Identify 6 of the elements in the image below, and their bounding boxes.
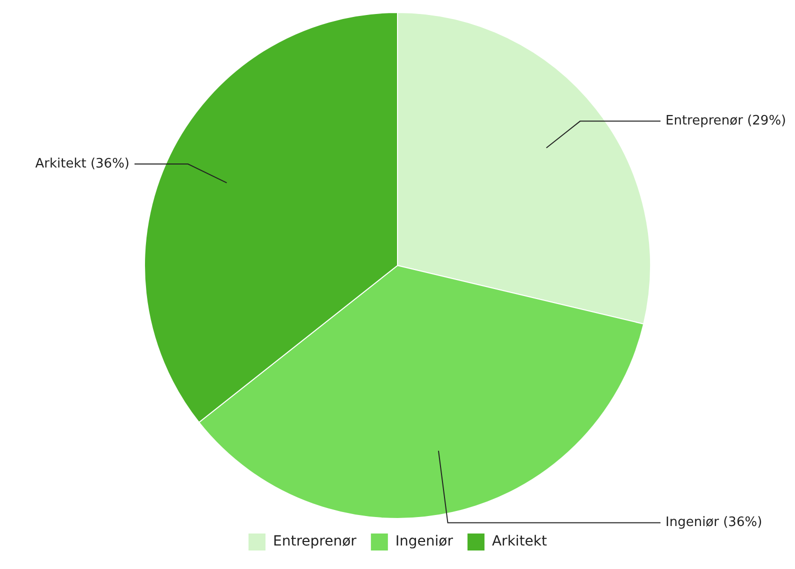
legend-label: Entreprenør bbox=[272, 534, 357, 550]
legend-label: Arkitekt bbox=[492, 534, 548, 550]
data-label: Ingeniør (36%) bbox=[666, 515, 762, 530]
data-label: Arkitekt (36%) bbox=[35, 156, 130, 172]
data-label: Entreprenør (29%) bbox=[666, 114, 786, 129]
legend-label: Ingeniør bbox=[395, 534, 454, 550]
